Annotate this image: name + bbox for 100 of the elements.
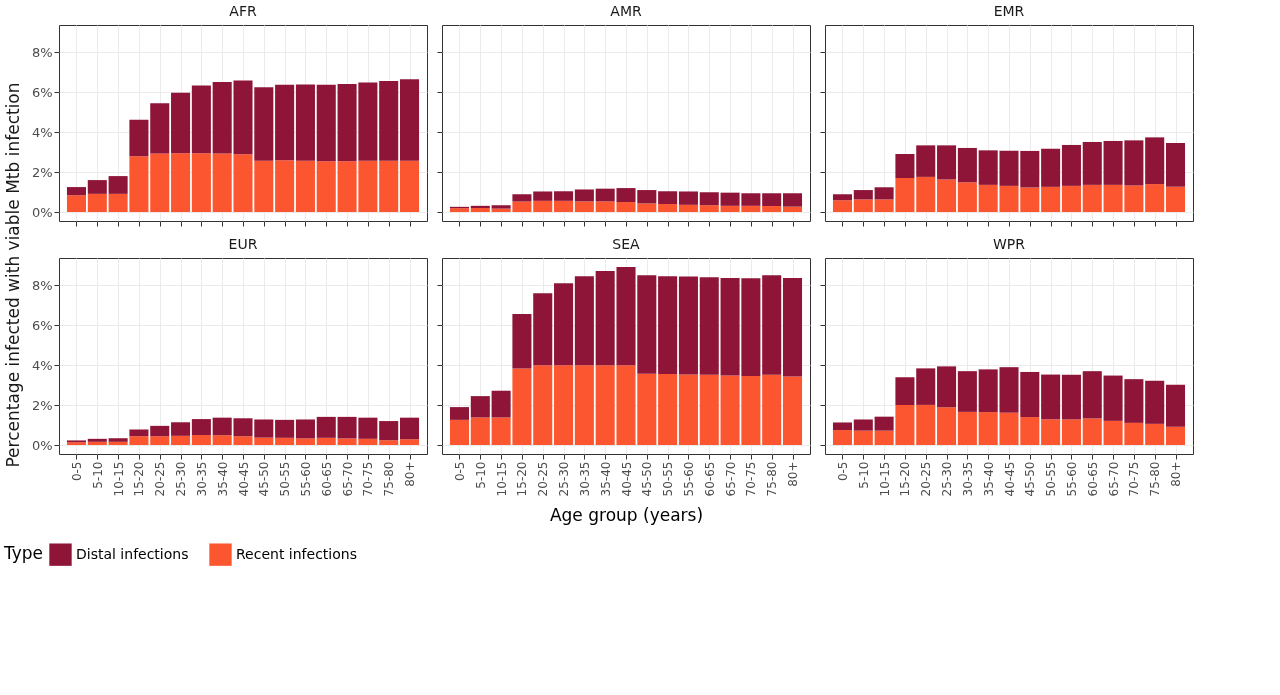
x-tick-label: 25-30 xyxy=(940,461,955,497)
x-tick-label: 60-65 xyxy=(319,461,334,497)
bar xyxy=(470,396,490,418)
x-tick-label: 35-40 xyxy=(981,461,996,497)
x-tick-label: 15-20 xyxy=(898,461,913,497)
bar xyxy=(832,422,853,431)
bar xyxy=(1082,141,1102,185)
bar xyxy=(937,366,957,408)
bar xyxy=(1165,142,1186,187)
bar xyxy=(275,419,295,438)
legend-title: Type xyxy=(3,543,44,563)
x-tick-label: 60-65 xyxy=(1085,461,1100,497)
bar xyxy=(533,200,553,213)
chart-title: AMR xyxy=(610,3,642,19)
y-tick-label: 6% xyxy=(31,84,53,100)
x-tick-label: 75-80 xyxy=(765,461,780,497)
bar xyxy=(699,192,719,206)
x-tick-label: 70-75 xyxy=(744,461,759,497)
bar xyxy=(874,187,894,200)
bar xyxy=(1041,374,1061,420)
x-tick-label: 55-60 xyxy=(298,461,313,497)
bar xyxy=(129,119,149,157)
bar xyxy=(832,430,853,446)
bar xyxy=(533,191,553,201)
bar xyxy=(916,368,936,405)
x-tick-label: 5-10 xyxy=(90,461,105,489)
x-tick-label: 80+ xyxy=(1169,461,1184,487)
bar xyxy=(171,92,191,154)
bar xyxy=(699,205,719,213)
x-tick-label: 15-20 xyxy=(515,461,530,497)
bar xyxy=(853,430,873,446)
bar xyxy=(379,81,399,161)
bar xyxy=(533,365,553,446)
bar xyxy=(512,313,532,369)
x-tick-label: 40-45 xyxy=(236,461,251,497)
bar xyxy=(853,190,873,200)
bar xyxy=(554,200,574,213)
x-tick-label: 65-70 xyxy=(1106,461,1121,497)
bar xyxy=(295,419,315,439)
x-tick-label: 75-80 xyxy=(1148,461,1163,497)
bar xyxy=(316,84,336,162)
bar xyxy=(171,435,191,446)
x-tick-label: 10-15 xyxy=(494,461,509,497)
bar xyxy=(554,191,574,201)
bar xyxy=(895,377,915,406)
bar xyxy=(150,153,170,213)
bar xyxy=(678,276,698,375)
bar xyxy=(782,376,803,446)
bar xyxy=(491,390,511,418)
bar xyxy=(574,201,594,213)
x-tick-label: 60-65 xyxy=(702,461,717,497)
x-tick-label: 65-70 xyxy=(340,461,355,497)
bar xyxy=(832,200,853,213)
bar xyxy=(874,416,894,431)
x-tick-label: 0-5 xyxy=(69,461,84,482)
bar xyxy=(853,199,873,213)
legend-label: Distal infections xyxy=(76,545,189,562)
x-tick-label: 15-20 xyxy=(132,461,147,497)
bar xyxy=(957,411,977,446)
bar xyxy=(1165,426,1186,446)
bar xyxy=(87,441,107,446)
x-tick-label: 45-50 xyxy=(257,461,272,497)
bar xyxy=(678,204,698,213)
x-tick-label: 20-25 xyxy=(536,461,551,497)
x-tick-label: 10-15 xyxy=(111,461,126,497)
bar xyxy=(1145,423,1165,446)
bar xyxy=(275,160,295,213)
bar xyxy=(316,161,336,213)
legend-label: Recent infections xyxy=(236,545,357,562)
x-tick-label: 20-25 xyxy=(919,461,934,497)
bar xyxy=(295,160,315,213)
bar xyxy=(658,373,678,446)
bar xyxy=(275,437,295,446)
x-tick-label: 65-70 xyxy=(723,461,738,497)
bar xyxy=(150,103,170,154)
bar xyxy=(937,145,957,180)
x-tick-label: 40-45 xyxy=(619,461,634,497)
x-tick-label: 75-80 xyxy=(382,461,397,497)
bar xyxy=(512,194,532,202)
bar xyxy=(1061,419,1081,446)
bar xyxy=(678,191,698,205)
bar xyxy=(449,407,470,420)
x-tick-label: 55-60 xyxy=(1064,461,1079,497)
bar xyxy=(957,147,977,183)
chart-title: EMR xyxy=(993,3,1025,19)
bar xyxy=(1082,371,1102,419)
bar xyxy=(832,194,853,201)
bar xyxy=(399,417,420,440)
x-tick-label: 45-50 xyxy=(1023,461,1038,497)
bar xyxy=(916,176,936,213)
x-tick-label: 0-5 xyxy=(835,461,850,482)
bar xyxy=(379,421,399,441)
bar xyxy=(108,176,128,194)
bar xyxy=(1165,384,1186,427)
bar xyxy=(316,416,336,438)
x-tick-label: 40-45 xyxy=(1002,461,1017,497)
bar xyxy=(782,193,803,207)
bar xyxy=(150,436,170,446)
bar xyxy=(782,206,803,213)
bar xyxy=(1041,186,1061,213)
